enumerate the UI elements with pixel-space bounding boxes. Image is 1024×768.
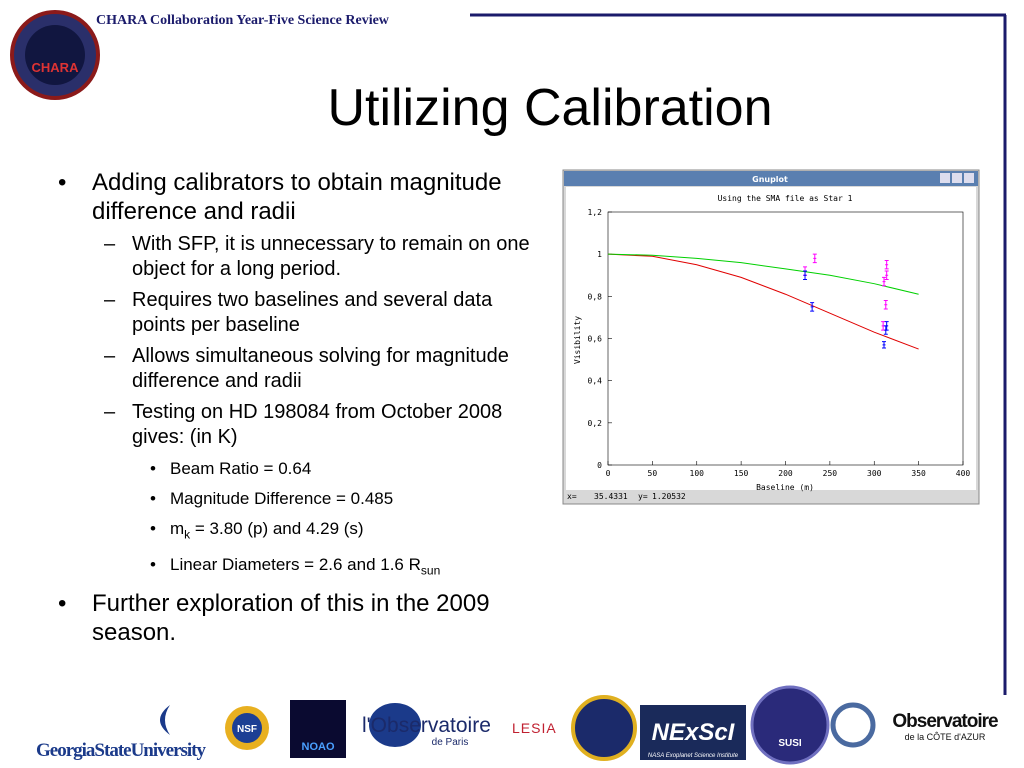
- x-tick-label: 100: [690, 469, 705, 478]
- bullet-text: = 3.80 (p) and 4.29 (s): [190, 519, 364, 538]
- bullet-text: Requires two baselines and several data …: [132, 289, 493, 336]
- logo: NExScI: [652, 719, 736, 746]
- bullet: mk = 3.80 (p) and 4.29 (s): [148, 517, 546, 546]
- bullet-text: With SFP, it is unnecessary to remain on…: [132, 233, 530, 280]
- data-point: [803, 270, 808, 280]
- bullet: Adding calibrators to obtain magnitude d…: [56, 168, 546, 583]
- x-axis-label: Baseline (m): [756, 483, 814, 492]
- bullet-text: Beam Ratio = 0.64: [170, 459, 312, 478]
- data-point: [881, 321, 886, 331]
- bullet: Linear Diameters = 2.6 and 1.6 Rsun: [148, 553, 546, 582]
- bullet-text: Testing on HD 198084 from October 2008 g…: [132, 401, 503, 448]
- x-tick-label: 300: [867, 469, 882, 478]
- bullet: Testing on HD 198084 from October 2008 g…: [104, 400, 546, 583]
- logo: l'Observatoire: [362, 714, 491, 737]
- bullet: Allows simultaneous solving for magnitud…: [104, 344, 546, 394]
- y-tick-label: 1: [597, 250, 602, 259]
- x-tick-label: 400: [956, 469, 971, 478]
- x-tick-label: 250: [823, 469, 838, 478]
- y-axis-label: Visibility: [573, 316, 582, 364]
- bullet: Magnitude Difference = 0.485: [148, 487, 546, 510]
- bullet: Requires two baselines and several data …: [104, 288, 546, 338]
- data-point: [882, 341, 887, 349]
- bullet-text: Linear Diameters = 2.6 and 1.6 R: [170, 555, 421, 575]
- logo: de la CÔTE d'AZUR: [905, 732, 986, 742]
- minimize-button[interactable]: [940, 173, 950, 183]
- logo: Observatoire: [892, 711, 998, 732]
- data-point: [883, 300, 888, 310]
- data-point: [882, 276, 887, 287]
- bullet: Beam Ratio = 0.64: [148, 457, 546, 480]
- close-button[interactable]: [964, 173, 974, 183]
- data-point: [884, 270, 889, 280]
- logo: LESIA: [512, 720, 557, 736]
- model-curve: [607, 253, 919, 295]
- data-point: [884, 259, 889, 270]
- bullet-text: k: [184, 527, 191, 542]
- logo: GeorgiaStateUniversity: [36, 740, 207, 761]
- bullet-text: m: [170, 519, 185, 538]
- plot: Using the SMA file as Star 1 Baseline (m…: [573, 194, 970, 492]
- bullet-text: Magnitude Difference = 0.485: [170, 489, 394, 508]
- maximize-button[interactable]: [952, 173, 962, 183]
- bullet-text: Allows simultaneous solving for magnitud…: [132, 345, 509, 392]
- status-label: x=: [567, 492, 577, 501]
- x-tick-label: 150: [734, 469, 749, 478]
- model-curve: [607, 253, 919, 350]
- y-tick-label: 0,2: [588, 419, 603, 428]
- status-label: y=: [638, 492, 648, 501]
- x-tick-label: 200: [778, 469, 793, 478]
- logo: de Paris: [432, 737, 469, 748]
- bullet-text: sun: [420, 563, 441, 578]
- bullet: With SFP, it is unnecessary to remain on…: [104, 232, 546, 282]
- slide-title: Utilizing Calibration: [327, 79, 772, 137]
- bullet-text: Adding calibrators to obtain magnitude d…: [92, 169, 502, 225]
- bullet-list: Adding calibrators to obtain magnitude d…: [56, 168, 546, 653]
- y-tick-label: 0,8: [588, 292, 603, 301]
- logo: NSF: [237, 724, 257, 735]
- bullet-text: Further exploration of this in the 2009 …: [92, 589, 490, 646]
- window-title: Gnuplot: [752, 175, 788, 184]
- header-text: CHARA Collaboration Year-Five Science Re…: [96, 13, 390, 28]
- y-tick-label: 0,6: [588, 335, 603, 344]
- y-tick-label: 1,2: [588, 208, 603, 217]
- bullet: Further exploration of this in the 2009 …: [56, 589, 546, 647]
- y-tick-label: 0,4: [588, 377, 603, 386]
- logo: NOAO: [302, 741, 335, 753]
- x-tick-label: 50: [648, 469, 658, 478]
- logo: SUSI: [778, 738, 802, 749]
- data-point: [884, 321, 889, 331]
- x-tick-label: 0: [606, 469, 611, 478]
- logo: NASA Exoplanet Science Institute: [648, 753, 739, 759]
- y-tick-label: 0: [597, 461, 602, 470]
- plot-title: Using the SMA file as Star 1: [718, 194, 853, 203]
- x-tick-label: 350: [911, 469, 926, 478]
- data-point: [812, 253, 817, 264]
- status-value: 35.4331: [594, 492, 628, 501]
- status-value: 1.20532: [652, 492, 686, 501]
- data-point: [810, 302, 815, 312]
- logo-text: CHARA: [32, 60, 80, 75]
